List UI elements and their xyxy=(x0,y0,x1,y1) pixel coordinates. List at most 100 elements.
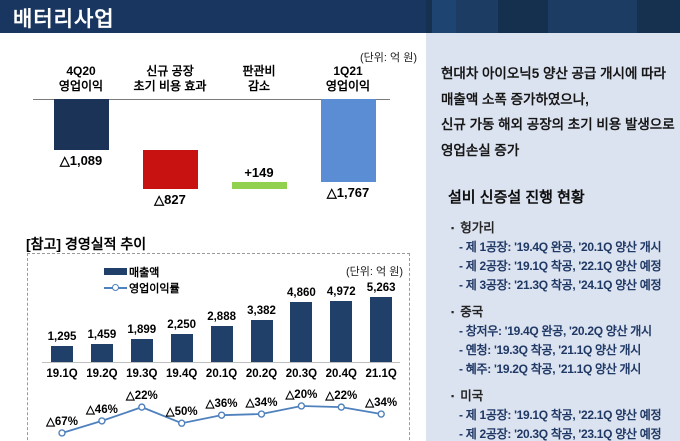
bullet-icon: ▪ xyxy=(451,307,455,317)
waterfall-value-label: △1,767 xyxy=(326,185,370,201)
header-band xyxy=(456,0,498,33)
facility-group: ▪ 헝가리 - 제 1공장: '19.4Q 완공, '20.1Q 양산 개시 - 제 … xyxy=(451,219,672,295)
line-marker xyxy=(297,402,306,410)
header-band xyxy=(498,0,548,33)
margin-value-label: △34% xyxy=(245,397,278,410)
waterfall-column-header: 신규 공장 초기 비용 효과 xyxy=(115,64,225,94)
line-swatch-icon xyxy=(104,284,127,291)
line-marker xyxy=(217,411,226,419)
revenue-bar xyxy=(51,346,73,362)
group-name-row: ▪ 중국 xyxy=(451,303,672,322)
line-marker xyxy=(257,410,266,418)
bullet-icon: ▪ xyxy=(451,391,455,401)
margin-value-label: △67% xyxy=(46,415,78,428)
revenue-value-label: 4,972 xyxy=(326,285,356,298)
group-name: 미국 xyxy=(460,389,484,403)
group-item: - 옌청: '19.3Q 착공, '21.1Q 양산 개시 xyxy=(459,343,642,357)
group-name: 중국 xyxy=(460,305,484,319)
right-panel: 현대차 아이오닉5 양산 공급 개시에 따라 매출액 소폭 증가하였으나, 신규 가… xyxy=(426,33,680,441)
waterfall-value-label: △1,089 xyxy=(59,153,103,169)
revenue-bar xyxy=(290,301,313,362)
header-band xyxy=(637,0,680,33)
revenue-bar xyxy=(370,297,393,362)
revenue-value-label: 1,459 xyxy=(87,328,117,341)
waterfall-column-header-line: 초기 비용 효과 xyxy=(133,79,207,93)
revenue-value-label: 5,263 xyxy=(366,282,396,294)
header-band xyxy=(426,0,432,33)
waterfall-column-header-line: 1Q21 xyxy=(333,64,363,78)
revenue-value-label: 1,899 xyxy=(127,323,157,336)
waterfall-bar xyxy=(231,182,287,190)
summary-line: 신규 가동 해외 공장의 초기 비용 발생으로 xyxy=(441,117,675,132)
facility-group: ▪ 미국 - 제 1공장: '19.1Q 착공, '22.1Q 양산 예정 - 제 2… xyxy=(451,387,672,441)
line-marker xyxy=(377,410,385,418)
trend-x-axis xyxy=(42,362,400,363)
group-item: - 제 2공장: '20.3Q 착공, '23.1Q 양산 예정 xyxy=(459,427,662,441)
x-axis-label: 20.4Q xyxy=(325,368,357,380)
x-axis-label: 19.4Q xyxy=(166,368,198,380)
legend-item: 영업이익률 xyxy=(104,282,180,295)
bar-swatch-icon xyxy=(104,268,127,275)
group-item: - 혜주: '19.2Q 착공, '21.1Q 양산 개시 xyxy=(459,362,642,376)
unit-label: (단위: 억 원) xyxy=(346,266,403,278)
legend-label: 매출액 xyxy=(129,266,160,279)
x-axis-label: 21.1Q xyxy=(365,368,397,380)
waterfall-bar xyxy=(142,150,198,190)
revenue-bar xyxy=(130,338,153,362)
x-axis-label: 20.1Q xyxy=(205,368,238,380)
bullet-icon: ▪ xyxy=(451,223,455,233)
unit-label: (단위: 억 원) xyxy=(360,52,417,64)
group-name: 헝가리 xyxy=(460,221,495,235)
group-name-row: ▪ 헝가리 xyxy=(451,219,672,238)
trend-chart-frame xyxy=(27,253,410,441)
waterfall-column-header-line: 감소 xyxy=(247,79,271,93)
waterfall-value-label: △827 xyxy=(154,192,186,208)
margin-value-label: △34% xyxy=(365,397,398,410)
header-band xyxy=(432,0,456,33)
x-axis-label: 19.3Q xyxy=(126,368,158,380)
marker-dot-icon xyxy=(112,284,119,291)
revenue-bar xyxy=(170,334,193,362)
waterfall-column-header: 1Q21 영업이익 xyxy=(293,64,403,94)
waterfall-column-header-line: 4Q20 xyxy=(66,64,96,78)
waterfall-column-header-line: 판관비 xyxy=(242,64,276,78)
waterfall-column-header-line: 영업이익 xyxy=(58,79,104,93)
waterfall-bar xyxy=(53,99,109,151)
waterfall-axis xyxy=(33,99,390,100)
summary-text: 현대차 아이오닉5 양산 공급 개시에 따라 매출액 소폭 증가하였으나, 신규 가… xyxy=(441,61,675,163)
trend-chart-title: [참고] 경영실적 추이 xyxy=(26,236,147,252)
header-band xyxy=(548,0,637,33)
margin-value-label: △22% xyxy=(125,390,158,403)
revenue-bar xyxy=(210,326,233,362)
revenue-bar xyxy=(330,300,353,362)
x-axis-label: 20.2Q xyxy=(245,368,278,380)
header-decoration xyxy=(426,0,680,33)
legend-label: 영업이익률 xyxy=(129,282,180,295)
revenue-value-label: 3,382 xyxy=(247,305,276,318)
waterfall-column-header-line: 신규 공장 xyxy=(146,64,194,78)
margin-value-label: △50% xyxy=(165,406,198,419)
margin-value-label: △20% xyxy=(285,388,318,401)
summary-line: 영업손실 증가 xyxy=(441,142,520,158)
summary-line: 현대차 아이오닉5 양산 공급 개시에 따라 xyxy=(441,66,666,81)
group-item: - 창저우: '19.4Q 완공, '20.2Q 양산 개시 xyxy=(459,324,652,338)
revenue-value-label: 2,250 xyxy=(167,319,197,332)
page-title: 배터리사업 xyxy=(13,8,115,31)
group-item: - 제 1공장: '19.4Q 완공, '20.1Q 양산 개시 xyxy=(459,240,662,254)
revenue-bar xyxy=(90,343,113,362)
group-item: - 제 2공장: '19.1Q 착공, '22.1Q 양산 예정 xyxy=(459,259,662,273)
revenue-value-label: 2,888 xyxy=(207,311,236,324)
waterfall-value-label: +149 xyxy=(244,165,274,181)
line-marker xyxy=(177,419,186,427)
x-axis-label: 20.3Q xyxy=(285,368,318,380)
title-bar: 배터리사업 xyxy=(0,0,680,33)
revenue-bar xyxy=(250,320,273,362)
waterfall-column-header: 판관비 감소 xyxy=(204,64,314,94)
facility-status-list: ▪ 헝가리 - 제 1공장: '19.4Q 완공, '20.1Q 양산 개시 - 제 … xyxy=(441,219,672,441)
group-item: - 제 3공장: '21.3Q 착공, '24.1Q 양산 예정 xyxy=(459,278,662,292)
